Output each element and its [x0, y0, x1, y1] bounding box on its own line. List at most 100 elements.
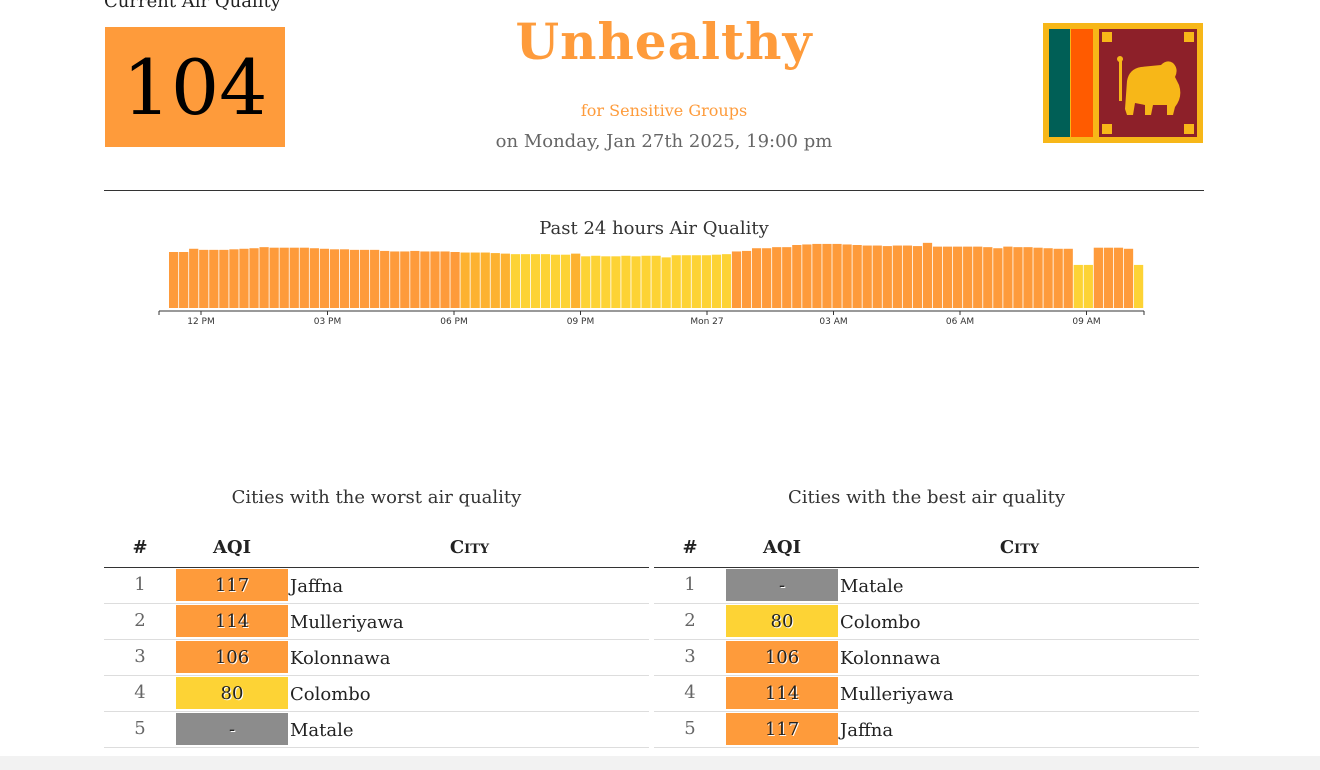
- aqi-bar[interactable]: [641, 255, 651, 308]
- aqi-bar[interactable]: [390, 251, 400, 308]
- aqi-bar[interactable]: [520, 254, 531, 308]
- aqi-bar[interactable]: [1093, 247, 1103, 308]
- aqi-bar[interactable]: [862, 245, 872, 308]
- table-row[interactable]: 1 - Matale: [654, 568, 1199, 604]
- aqi-bar[interactable]: [882, 246, 892, 308]
- aqi-bar[interactable]: [239, 248, 249, 308]
- table-row[interactable]: 3 106 Kolonnawa: [654, 640, 1199, 676]
- aqi-bar[interactable]: [601, 256, 611, 308]
- aqi-bar[interactable]: [1063, 248, 1073, 308]
- aqi-bar[interactable]: [430, 251, 440, 308]
- aqi-bar[interactable]: [490, 253, 500, 308]
- aqi-bar[interactable]: [983, 247, 993, 308]
- aqi-bar[interactable]: [229, 249, 239, 308]
- aqi-bar[interactable]: [561, 254, 571, 308]
- aqi-bar[interactable]: [480, 252, 490, 308]
- aqi-bar[interactable]: [741, 250, 752, 308]
- aqi-bar[interactable]: [219, 249, 229, 308]
- aqi-bar[interactable]: [1123, 248, 1134, 308]
- aqi-bar[interactable]: [269, 247, 279, 308]
- aqi-bar[interactable]: [993, 248, 1003, 308]
- aqi-bar[interactable]: [329, 249, 340, 308]
- table-row[interactable]: 5 117 Jaffna: [654, 712, 1199, 748]
- aqi-bar[interactable]: [932, 246, 943, 308]
- aqi-bar[interactable]: [802, 244, 812, 308]
- row-city-link[interactable]: Jaffna: [840, 720, 894, 741]
- aqi-bar[interactable]: [169, 252, 179, 308]
- aqi-bar[interactable]: [751, 248, 762, 308]
- aqi-bar[interactable]: [1083, 264, 1093, 308]
- aqi-bar[interactable]: [460, 252, 470, 308]
- aqi-bar[interactable]: [450, 252, 460, 308]
- aqi-bar[interactable]: [319, 248, 330, 308]
- aqi-bar[interactable]: [571, 253, 581, 308]
- aqi-bar[interactable]: [651, 255, 661, 308]
- aqi-bar[interactable]: [249, 248, 259, 308]
- aqi-bar[interactable]: [1023, 247, 1033, 308]
- table-row[interactable]: 4 80 Colombo: [104, 676, 649, 712]
- table-row[interactable]: 4 114 Mulleriyawa: [654, 676, 1199, 712]
- aqi-bar[interactable]: [621, 255, 631, 308]
- aqi-bar[interactable]: [279, 247, 289, 308]
- aqi-bar[interactable]: [902, 245, 913, 308]
- row-city-link[interactable]: Colombo: [840, 612, 921, 633]
- aqi-bar[interactable]: [1113, 247, 1124, 308]
- aqi-bar[interactable]: [681, 255, 691, 308]
- aqi-bar[interactable]: [922, 242, 933, 308]
- row-city-link[interactable]: Mulleriyawa: [840, 684, 954, 705]
- aqi-bar[interactable]: [842, 244, 852, 308]
- aqi-bar[interactable]: [872, 245, 882, 308]
- aqi-bar[interactable]: [973, 246, 983, 308]
- aqi-bar[interactable]: [309, 248, 319, 308]
- aqi-bar[interactable]: [550, 254, 561, 308]
- aqi-bar[interactable]: [1133, 264, 1144, 308]
- aqi-bar[interactable]: [671, 255, 681, 308]
- aqi-bar[interactable]: [912, 246, 923, 308]
- aqi-bar[interactable]: [359, 249, 370, 308]
- aqi-bar[interactable]: [963, 246, 973, 308]
- aqi-bar[interactable]: [400, 251, 410, 308]
- aqi-bar[interactable]: [540, 254, 551, 308]
- aqi-bar[interactable]: [209, 249, 219, 308]
- aqi-bar[interactable]: [631, 256, 641, 308]
- row-city-link[interactable]: Matale: [840, 576, 904, 597]
- aqi-bar[interactable]: [339, 249, 350, 308]
- aqi-bar[interactable]: [259, 247, 269, 308]
- row-city-link[interactable]: Mulleriyawa: [290, 612, 404, 633]
- row-city-link[interactable]: Colombo: [290, 684, 371, 705]
- table-row[interactable]: 3 106 Kolonnawa: [104, 640, 649, 676]
- table-row[interactable]: 1 117 Jaffna: [104, 568, 649, 604]
- row-city-link[interactable]: Kolonnawa: [840, 648, 941, 669]
- aqi-bar[interactable]: [370, 249, 380, 308]
- row-city-link[interactable]: Kolonnawa: [290, 648, 391, 669]
- aqi-bar[interactable]: [691, 255, 701, 308]
- aqi-bar[interactable]: [470, 252, 480, 308]
- aqi-bar[interactable]: [1103, 247, 1114, 308]
- aqi-bar[interactable]: [1053, 248, 1063, 308]
- aqi-bar[interactable]: [852, 245, 862, 308]
- aqi-bar[interactable]: [661, 257, 671, 308]
- aqi-bar[interactable]: [762, 248, 772, 308]
- aqi-bar[interactable]: [530, 254, 541, 308]
- aqi-bar[interactable]: [812, 243, 822, 308]
- aqi-bar[interactable]: [792, 245, 802, 308]
- aqi-bar[interactable]: [772, 247, 782, 308]
- aqi-bar[interactable]: [721, 254, 732, 308]
- aqi-bar[interactable]: [611, 256, 621, 308]
- aqi-bar[interactable]: [349, 249, 360, 308]
- aqi-bar[interactable]: [500, 253, 510, 308]
- aqi-bar[interactable]: [822, 243, 832, 308]
- aqi-bar[interactable]: [1013, 247, 1023, 308]
- aqi-bar[interactable]: [1003, 246, 1013, 308]
- aqi-bar[interactable]: [591, 255, 601, 308]
- aqi-bar[interactable]: [711, 254, 722, 308]
- aqi-bar[interactable]: [953, 246, 963, 308]
- aqi-bar[interactable]: [410, 250, 420, 308]
- row-city-link[interactable]: Matale: [290, 720, 354, 741]
- aqi-bar[interactable]: [731, 251, 742, 308]
- aqi-bar[interactable]: [581, 256, 591, 308]
- aqi-bar[interactable]: [1043, 248, 1053, 308]
- aqi-bar[interactable]: [892, 245, 902, 308]
- aqi-bar[interactable]: [380, 250, 390, 308]
- aqi-bar[interactable]: [832, 243, 842, 308]
